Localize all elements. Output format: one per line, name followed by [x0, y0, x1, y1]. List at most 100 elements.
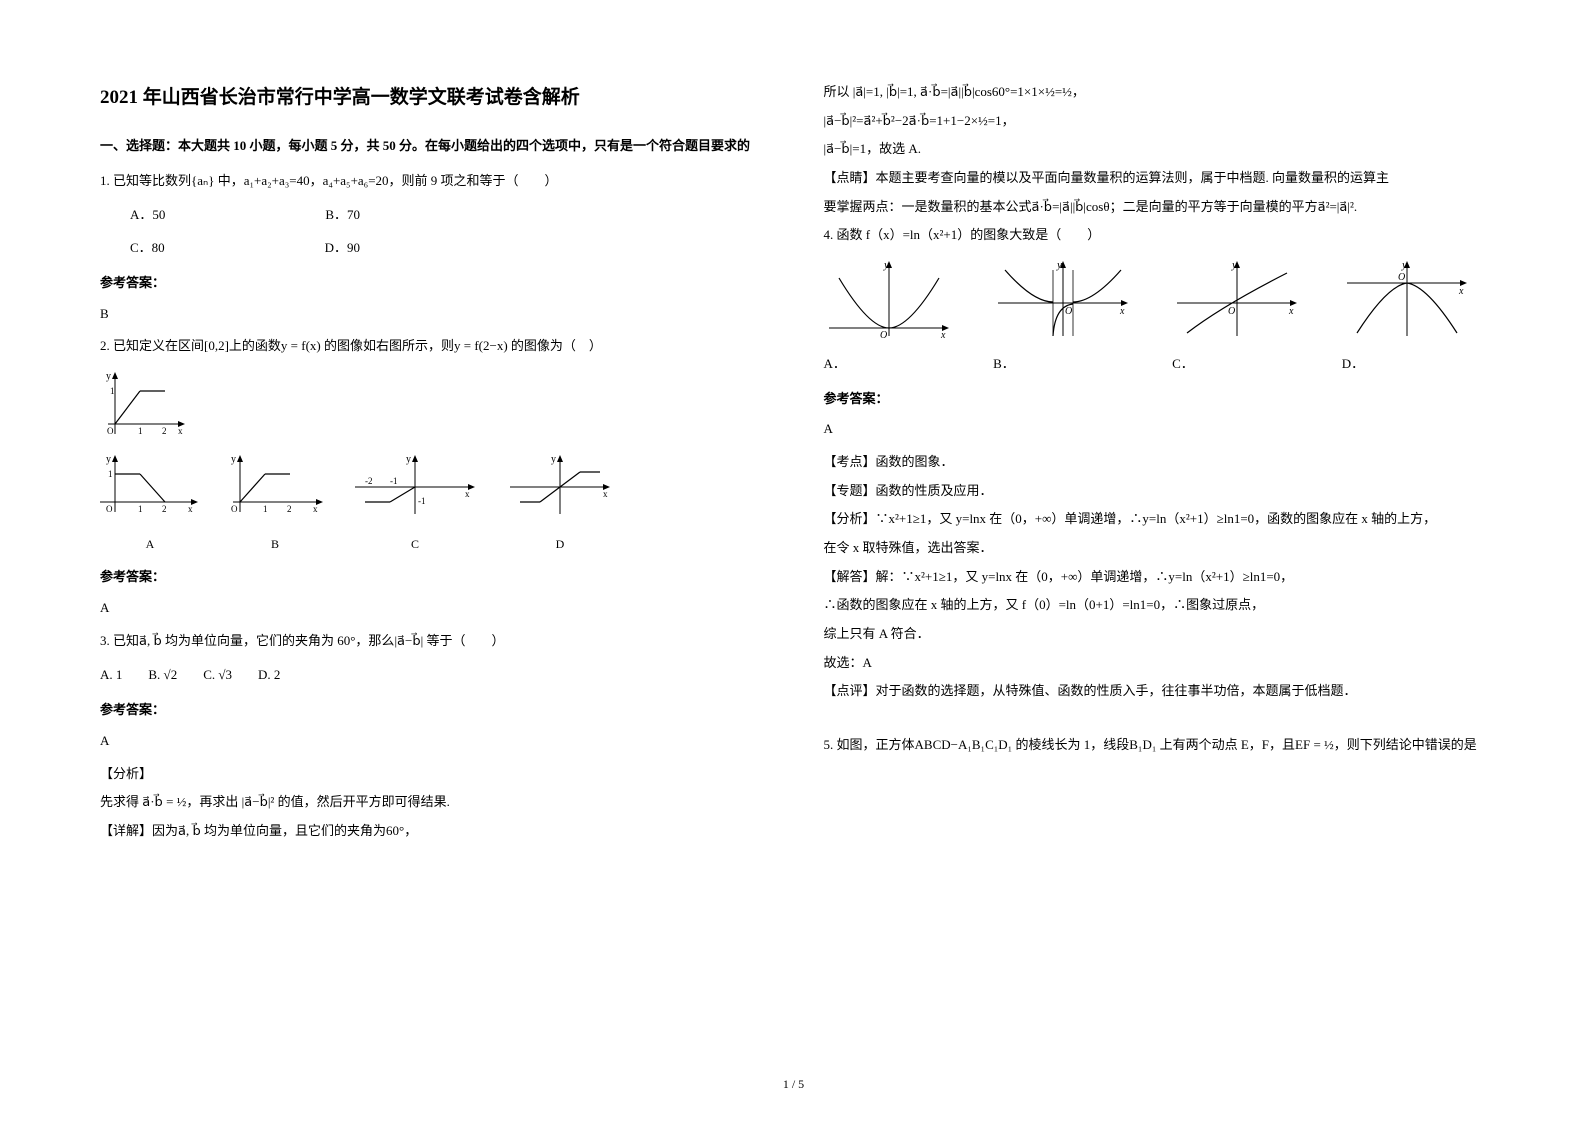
svg-text:x: x — [313, 504, 318, 514]
svg-text:x: x — [188, 504, 193, 514]
section-1-header: 一、选择题：本大题共 10 小题，每小题 5 分，共 50 分。在每小题给出的四… — [100, 134, 764, 159]
svg-text:O: O — [1398, 272, 1405, 283]
jieda-4-2: ∴函数的图象应在 x 轴的上方，又 f（0）=ln（0+1）=ln1=0，∴图象… — [824, 593, 1488, 618]
c2p2-mid: ；二是向量的平方等于向量模的平方 — [1110, 199, 1318, 214]
a3l1-mid2: ，再求出 — [186, 794, 238, 809]
svg-text:y: y — [1056, 259, 1062, 271]
q4-graphA: y O x A． — [824, 258, 969, 376]
svg-text:O: O — [1065, 306, 1072, 317]
svg-text:1: 1 — [263, 504, 268, 514]
c2p2-f1: a⃗·b⃗=|a⃗||b⃗|cosθ — [1032, 199, 1110, 214]
page-footer: 1 / 5 — [0, 1077, 1587, 1092]
c2-line1: 所以 |a⃗|=1, |b⃗|=1, a⃗·b⃗=|a⃗||b⃗|cos60°=… — [824, 80, 1488, 105]
svg-text:O: O — [880, 330, 887, 341]
answer-label-1: 参考答案： — [100, 271, 764, 296]
q2-fx: y = f(x) — [281, 338, 321, 353]
a3l2-pre: 【详解】因为 — [100, 823, 178, 838]
q5-ef: EF = ½ — [1295, 737, 1334, 752]
zhuanti-4: 【专题】函数的性质及应用． — [824, 479, 1488, 504]
c2-line2: |a⃗−b⃗|²=a⃗²+b⃗²−2a⃗·b⃗=1+1−2×½=1， — [824, 109, 1488, 134]
fenxi-4b: 在令 x 取特殊值，选出答案． — [824, 536, 1488, 561]
a3l1-expr: |a⃗−b⃗|² — [242, 794, 275, 809]
q2-text2: 的图像如右图所示，则 — [321, 338, 454, 353]
svg-text:1: 1 — [110, 386, 115, 396]
q1-post: ，则前 9 项之和等于（ ） — [389, 173, 558, 188]
q2-option-graphs: y O 1 1 2 x A y — [100, 452, 764, 555]
a3l1-post: 的值，然后开平方即可得结果. — [274, 794, 450, 809]
q5-post: ，则下列结论中错误的是 — [1334, 737, 1477, 752]
c2l1-f: |a⃗|=1, |b⃗|=1, a⃗·b⃗=|a⃗||b⃗|cos60°=1×1… — [853, 84, 1072, 99]
svg-text:-1: -1 — [418, 496, 426, 506]
svg-text:O: O — [106, 504, 113, 514]
q5-mid: 的棱线长为 1，线段 — [1012, 737, 1129, 752]
svg-text:1: 1 — [138, 504, 143, 514]
c2l2: |a⃗−b⃗|²=a⃗²+b⃗²−2a⃗·b⃗=1+1−2×½=1 — [824, 113, 1002, 128]
answer-4: A — [824, 417, 1488, 442]
q1-optA: A．50 — [130, 203, 165, 228]
q5-seg: B₁D₁ — [1129, 737, 1156, 752]
question-4: 4. 函数 f（x）=ln（x²+1）的图象大致是（ ） — [824, 223, 1488, 248]
a3l2-comma: ， — [404, 823, 417, 838]
svg-text:x: x — [603, 489, 608, 499]
jieda-4-3: 综上只有 A 符合． — [824, 622, 1488, 647]
a3l1-pre: 先求得 — [100, 794, 139, 809]
answer-label-3: 参考答案： — [100, 698, 764, 723]
q4-graphC: y O x C． — [1172, 258, 1317, 376]
answer-label-4: 参考答案： — [824, 387, 1488, 412]
q1-eq2: a₄+a₅+a₆=20 — [323, 173, 389, 188]
q5-mid2: 上有两个动点 E，F，且 — [1156, 737, 1295, 752]
q2-labelC: C — [350, 533, 480, 556]
q2-text: 2. 已知定义在区间[0,2]上的函数 — [100, 338, 281, 353]
left-column: 2021 年山西省长治市常行中学高一数学文联考试卷含解析 一、选择题：本大题共 … — [100, 80, 764, 1040]
q1-options-row2: C．80 D．90 — [130, 236, 764, 261]
svg-text:x: x — [178, 426, 183, 436]
q1-pre: 1. 已知等比数列 — [100, 173, 191, 188]
c2l3-pre: |a⃗−b⃗|=1 — [824, 141, 867, 156]
q5-cube: ABCD−A₁B₁C₁D₁ — [915, 737, 1013, 752]
q1-options-row1: A．50 B．70 — [130, 203, 764, 228]
q4-labelB: B． — [993, 356, 1015, 371]
answer-2: A — [100, 596, 764, 621]
q2-graphB: y O 1 2 x B — [225, 452, 325, 555]
svg-text:O: O — [1228, 306, 1235, 317]
svg-text:y: y — [106, 371, 111, 382]
kaodian-4: 【考点】函数的图象． — [824, 450, 1488, 475]
svg-text:1: 1 — [108, 469, 113, 479]
q3-opts: A. 1 B. √2 C. √3 D. 2 — [100, 663, 764, 688]
right-column: 所以 |a⃗|=1, |b⃗|=1, a⃗·b⃗=|a⃗||b⃗|cos60°=… — [824, 80, 1488, 1040]
question-3: 3. 已知a⃗, b⃗ 均为单位向量，它们的夹角为 60°，那么|a⃗−b⃗| … — [100, 629, 764, 654]
svg-text:x: x — [1288, 306, 1294, 317]
c2-point2: 要掌握两点：一是数量积的基本公式a⃗·b⃗=|a⃗||b⃗|cosθ；二是向量的… — [824, 195, 1488, 220]
q1-optD: D．90 — [325, 236, 360, 261]
q2-graphC: y -2 -1 x -1 C — [350, 452, 480, 555]
svg-text:y: y — [406, 454, 411, 465]
jieda-4-4: 故选：A — [824, 651, 1488, 676]
a3l2-deg: 60° — [386, 823, 404, 838]
page-title: 2021 年山西省长治市常行中学高一数学文联考试卷含解析 — [100, 80, 764, 116]
question-2: 2. 已知定义在区间[0,2]上的函数y = f(x) 的图像如右图所示，则y … — [100, 334, 764, 359]
svg-text:x: x — [1458, 286, 1464, 297]
q4-labelD: D． — [1342, 356, 1364, 371]
fenxi-4: 【分析】∵x²+1≥1，又 y=lnx 在（0，+∞）单调递增，∴y=ln（x²… — [824, 507, 1488, 532]
a3l2-vec: a⃗, b⃗ — [178, 823, 201, 838]
q1-eq1: a₁+a₂+a₃=40 — [244, 173, 310, 188]
c2l3-post: ，故选 A. — [866, 141, 921, 156]
q4-labelA: A． — [824, 356, 846, 371]
a3l2-post: 均为单位向量，且它们的夹角为 — [201, 823, 386, 838]
q3-expr: |a⃗−b⃗| — [394, 633, 423, 648]
dianping-4: 【点评】对于函数的选择题，从特殊值、函数的性质入手，往往事半功倍，本题属于低档题… — [824, 679, 1488, 704]
q2-fx2: y = f(2−x) — [454, 338, 508, 353]
q1-optB: B．70 — [325, 203, 360, 228]
q2-labelB: B — [225, 533, 325, 556]
q3-text2: 均为单位向量，它们的夹角为 60°，那么 — [162, 633, 395, 648]
answer-1: B — [100, 302, 764, 327]
q4-graphD: y O x D． — [1342, 258, 1487, 376]
answer-label-2: 参考答案： — [100, 565, 764, 590]
svg-text:y: y — [106, 454, 111, 465]
svg-text:1: 1 — [138, 426, 143, 436]
q1-seq: {aₙ} — [191, 173, 214, 188]
c2p2-post: . — [1354, 199, 1357, 214]
q3-text: 3. 已知 — [100, 633, 139, 648]
svg-text:x: x — [940, 330, 946, 341]
c2p2-pre: 要掌握两点：一是数量积的基本公式 — [824, 199, 1032, 214]
